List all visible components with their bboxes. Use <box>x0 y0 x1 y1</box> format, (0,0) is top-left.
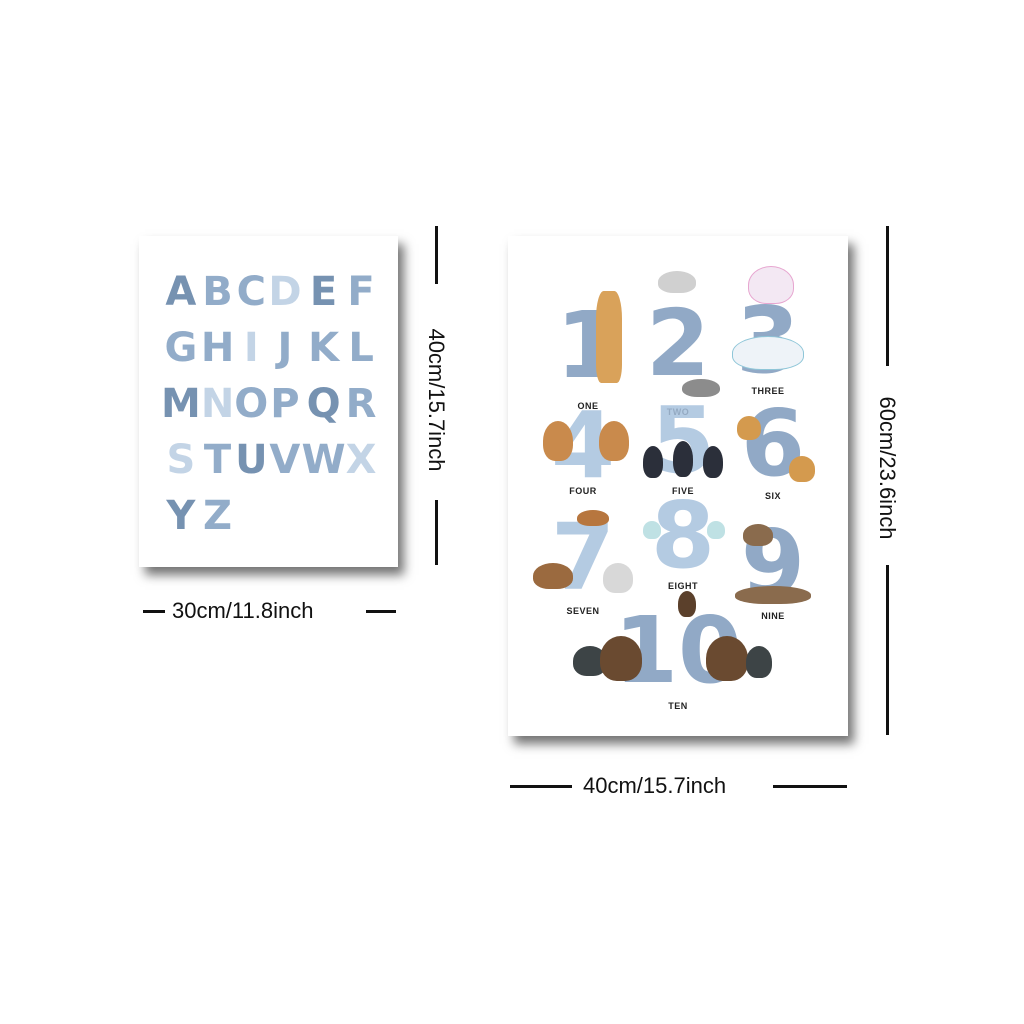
unicorn-illustration <box>732 336 804 370</box>
alphabet-letter: F <box>347 269 375 315</box>
dimension-line <box>510 785 572 788</box>
alphabet-letter: W <box>301 437 346 483</box>
unicorn-illustration <box>748 266 794 304</box>
alphabet-letter: X <box>345 437 377 483</box>
alphabet-letter: M <box>161 381 201 427</box>
alphabet-letter: G <box>164 325 198 371</box>
alphabet-letter: J <box>277 325 293 371</box>
bear-illustration <box>600 636 642 681</box>
alphabet-letter: A <box>165 269 197 315</box>
alphabet-letter: C <box>236 269 266 315</box>
dimension-line <box>435 500 438 565</box>
alphabet-letter: B <box>202 269 233 315</box>
number-cell-2: 2 TWO <box>628 271 728 417</box>
alphabet-letter: N <box>200 381 235 427</box>
small-poster-width-label: 30cm/11.8inch <box>172 598 314 623</box>
alphabet-letter: U <box>235 437 268 483</box>
number-word: TEN <box>668 701 688 711</box>
alphabet-letter: L <box>348 325 374 371</box>
alphabet-letter: Q <box>306 381 341 427</box>
number-cell-3: 3 THREE <box>718 266 818 396</box>
jellyfish-illustration <box>643 521 661 539</box>
dimension-line <box>366 610 396 613</box>
alphabet-letter: Z <box>203 493 233 539</box>
alphabet-letter: Y <box>166 493 196 539</box>
alphabet-letter: T <box>203 437 232 483</box>
alphabet-letter: E <box>309 269 338 315</box>
number-word: NINE <box>761 611 785 621</box>
number-word: FIVE <box>671 486 694 496</box>
number-cell-5: 5 FIVE <box>633 395 733 496</box>
number-word: SEVEN <box>566 606 600 616</box>
number-cell-8: 8 EIGHT <box>633 482 733 591</box>
giraffe-illustration <box>596 291 622 383</box>
number-word: SIX <box>764 491 781 501</box>
penguin-illustration <box>643 446 663 478</box>
bear-illustration <box>706 636 748 681</box>
cow-illustration <box>658 271 696 293</box>
large-poster-height-label: 60cm/23.6inch <box>875 396 900 540</box>
number-word: FOUR <box>569 486 597 496</box>
dimension-line <box>773 785 847 788</box>
number-digit: 8 <box>650 482 715 589</box>
alphabet-letter: D <box>268 269 302 315</box>
number-cell-7: 7 SEVEN <box>533 508 633 616</box>
dimension-line <box>435 226 438 284</box>
number-cell-10: 10 TEN <box>568 591 788 711</box>
alphabet-letter: I <box>243 325 259 371</box>
lion-illustration <box>789 456 815 482</box>
jellyfish-illustration <box>707 521 725 539</box>
alphabet-letter: K <box>308 325 340 371</box>
bear-illustration <box>678 591 696 617</box>
dog-illustration <box>603 563 633 593</box>
dimension-line <box>143 610 165 613</box>
dog-illustration <box>577 510 609 526</box>
alphabet-letter: O <box>234 381 269 427</box>
cow-illustration <box>682 379 720 397</box>
penguin-illustration <box>673 441 693 477</box>
alphabet-letter: H <box>200 325 235 371</box>
alphabet-letter: P <box>270 381 300 427</box>
alphabet-letter: V <box>269 437 301 483</box>
numbers-poster: 1 ONE 2 TWO 3 THREE 4 FOUR 5 FIVE 6 SIX … <box>508 236 848 736</box>
dimension-line <box>886 226 889 366</box>
small-poster-height-label: 40cm/15.7inch <box>424 328 449 472</box>
sloth-illustration <box>543 421 573 461</box>
bear-illustration <box>746 646 772 678</box>
alphabet-letter: R <box>345 381 377 427</box>
penguin-illustration <box>703 446 723 478</box>
number-digit: 1 <box>555 292 620 399</box>
lion-illustration <box>737 416 761 440</box>
number-cell-6: 6 SIX <box>723 396 823 501</box>
number-cell-1: 1 ONE <box>538 291 638 411</box>
number-word: ONE <box>577 401 599 411</box>
large-poster-width-label: 40cm/15.7inch <box>583 773 727 798</box>
hedgehog-illustration <box>735 586 811 604</box>
dimension-line <box>886 565 889 735</box>
number-word: THREE <box>751 386 785 396</box>
hedgehog-illustration <box>743 524 773 546</box>
number-cell-9: 9 NINE <box>723 516 823 621</box>
number-cell-4: 4 FOUR <box>533 400 633 496</box>
dog-illustration <box>533 563 573 589</box>
number-word: EIGHT <box>667 581 698 591</box>
sloth-illustration <box>599 421 629 461</box>
number-word: TWO <box>666 407 690 417</box>
alphabet-letter: S <box>166 437 196 483</box>
